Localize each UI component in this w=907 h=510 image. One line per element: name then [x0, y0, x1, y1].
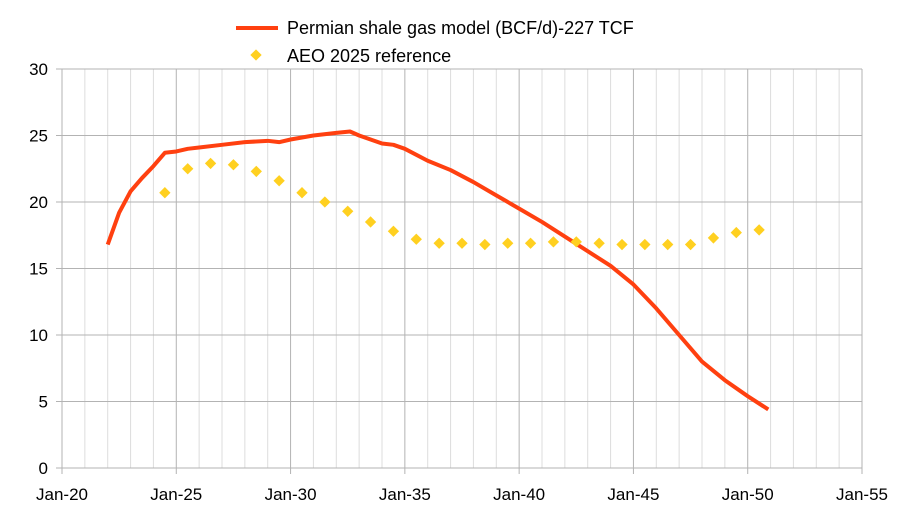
aeo-data-point: [273, 175, 285, 187]
x-tick-label: Jan-40: [493, 485, 545, 504]
aeo-data-point: [296, 187, 308, 199]
aeo-data-point: [433, 237, 445, 249]
x-tick-label: Jan-25: [150, 485, 202, 504]
aeo-data-point: [707, 232, 720, 244]
aeo-data-point: [502, 237, 514, 249]
aeo-data-point: [639, 238, 651, 251]
aeo-data-point: [456, 237, 468, 249]
y-tick-label: 15: [29, 260, 48, 279]
legend: Permian shale gas model (BCF/d)-227 TCF …: [236, 18, 634, 66]
x-tick-label: Jan-50: [722, 485, 774, 504]
aeo-data-point: [616, 238, 628, 251]
aeo-data-point: [364, 216, 377, 228]
x-axis: Jan-20 Jan-25 Jan-30 Jan-35 Jan-40 Jan-45 Jan-…: [36, 485, 888, 504]
legend-diamond-swatch: [250, 49, 262, 61]
y-axis: 0 5 10 15 20 25 30: [29, 60, 48, 478]
y-tick-label: 30: [29, 60, 48, 79]
aeo-data-point: [182, 163, 194, 175]
aeo-data-point: [479, 238, 491, 251]
x-tick-label: Jan-55: [836, 485, 888, 504]
aeo-data-point: [250, 165, 262, 178]
y-tick-label: 20: [29, 193, 48, 212]
aeo-data-point: [730, 226, 742, 239]
aeo-data-point: [684, 238, 697, 251]
plot-series: [105, 129, 770, 412]
aeo-data-point: [204, 157, 217, 170]
y-tick-label: 5: [39, 393, 48, 412]
aeo-data-point: [593, 237, 605, 249]
aeo-data-point: [547, 236, 560, 248]
grid: [56, 68, 863, 474]
aeo-data-point: [387, 225, 400, 237]
y-tick-label: 0: [39, 459, 48, 478]
aeo-data-point: [319, 196, 331, 208]
y-tick-label: 10: [29, 326, 48, 345]
x-tick-label: Jan-30: [265, 485, 317, 504]
aeo-data-point: [570, 236, 582, 248]
legend-label-aeo: AEO 2025 reference: [287, 46, 451, 66]
aeo-data-point: [753, 224, 765, 236]
x-tick-label: Jan-45: [607, 485, 659, 504]
aeo-data-point: [227, 159, 240, 171]
legend-label-model: Permian shale gas model (BCF/d)-227 TCF: [287, 18, 634, 38]
aeo-data-point: [342, 205, 354, 217]
aeo-data-point: [524, 237, 537, 249]
aeo-data-point: [159, 187, 171, 199]
series-line-permian-model: [105, 129, 770, 412]
aeo-data-point: [662, 238, 674, 251]
x-tick-label: Jan-20: [36, 485, 88, 504]
x-tick-label: Jan-35: [379, 485, 431, 504]
aeo-data-point: [410, 233, 422, 245]
y-tick-label: 25: [29, 127, 48, 146]
